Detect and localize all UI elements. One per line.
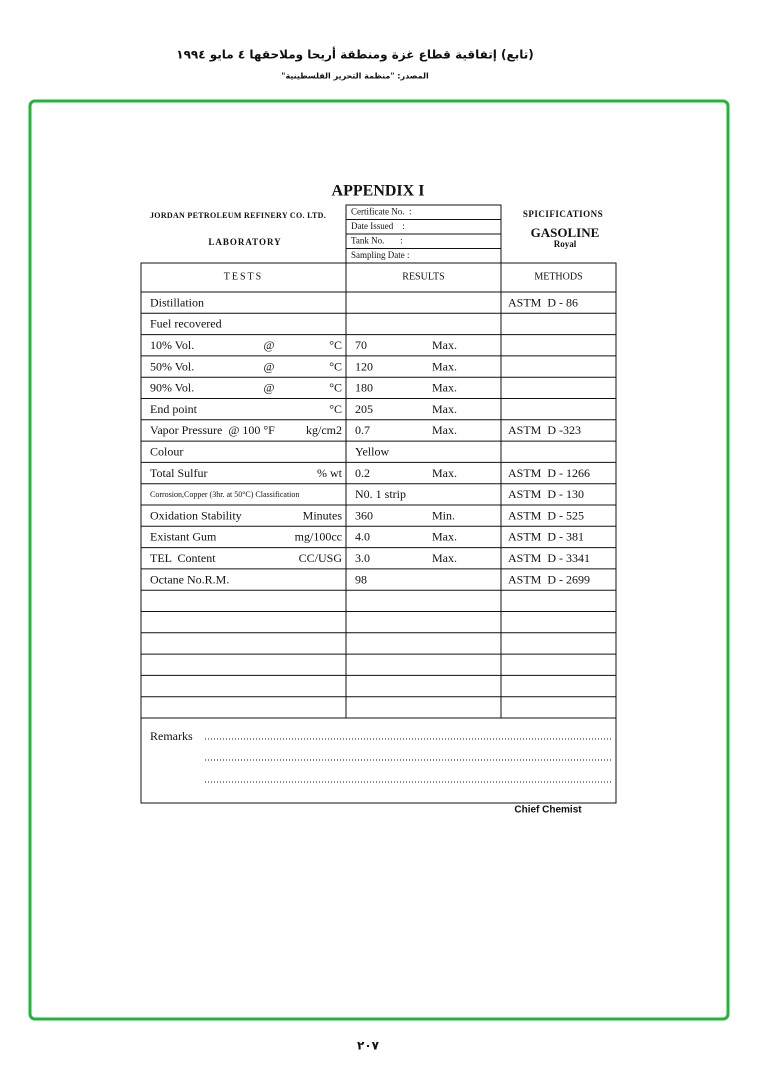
- test-unit: Minutes: [303, 508, 343, 522]
- result-limit: Max.: [432, 402, 457, 416]
- cert-field: Tank No. :: [351, 236, 403, 246]
- header-source: المصدر: "منظمة التحرير الفلسطينية": [281, 72, 429, 81]
- method: ASTM D - 3341: [508, 551, 590, 565]
- method: ASTM D - 1266: [508, 466, 590, 480]
- result-value: 98: [355, 572, 367, 586]
- result-limit: Max.: [432, 359, 457, 373]
- test-name: End point: [150, 402, 198, 416]
- result-limit: Max.: [432, 530, 457, 544]
- cert-field: Sampling Date :: [351, 250, 410, 260]
- cert-field: Certificate No. :: [351, 207, 411, 217]
- test-unit: kg/cm2: [306, 423, 342, 437]
- test-unit: mg/100cc: [295, 530, 342, 544]
- method: ASTM D - 381: [508, 530, 584, 544]
- test-name: TEL Content: [150, 551, 216, 565]
- result-value: 0.7: [355, 423, 370, 437]
- result-value: 0.2: [355, 466, 370, 480]
- method: ASTM D - 130: [508, 487, 584, 501]
- test-name: Total Sulfur: [150, 466, 208, 480]
- test-condition: @: [263, 338, 274, 352]
- result-limit: Max.: [432, 551, 457, 565]
- test-name: Distillation: [150, 295, 204, 309]
- result-value: 180: [355, 381, 373, 395]
- result-value: 360: [355, 508, 373, 522]
- test-condition: @: [263, 359, 274, 373]
- page-number: ٢٠٧: [357, 1039, 380, 1053]
- test-unit: °C: [329, 338, 342, 352]
- department: LABORATORY: [208, 237, 281, 247]
- test-name: 90% Vol.: [150, 381, 194, 395]
- test-name: Colour: [150, 445, 183, 459]
- method: ASTM D - 86: [508, 295, 578, 309]
- test-unit: °C: [329, 359, 342, 373]
- test-name: Existant Gum: [150, 530, 217, 544]
- company: JORDAN PETROLEUM REFINERY CO. LTD.: [150, 211, 326, 220]
- result-value: 70: [355, 338, 367, 352]
- grade: Royal: [554, 239, 577, 249]
- result-limit: Max.: [432, 466, 457, 480]
- test-unit: % wt: [317, 466, 343, 480]
- result-limit: Max.: [432, 338, 457, 352]
- method: ASTM D -323: [508, 423, 581, 437]
- method: ASTM D - 2699: [508, 572, 590, 586]
- border: [28, 99, 730, 1021]
- test-name: Oxidation Stability: [150, 508, 242, 522]
- test-name: 50% Vol.: [150, 359, 194, 373]
- column-header: TESTS: [224, 271, 263, 282]
- test-unit: °C: [329, 402, 342, 416]
- test-unit: °C: [329, 381, 342, 395]
- column-header: METHODS: [534, 271, 582, 282]
- test-name: Fuel recovered: [150, 317, 222, 331]
- result-limit: Max.: [432, 381, 457, 395]
- test-condition: @: [263, 381, 274, 395]
- result-value: 205: [355, 402, 373, 416]
- product: GASOLINE: [531, 225, 600, 240]
- test-unit: CC/USG: [299, 551, 343, 565]
- result-limit: Min.: [432, 508, 455, 522]
- result-value: Yellow: [355, 445, 389, 459]
- test-name: 10% Vol.: [150, 338, 194, 352]
- test-name: Corrosion,Copper (3hr. at 50°C) Classifi…: [150, 490, 299, 499]
- signature: Chief Chemist: [514, 805, 582, 816]
- result-limit: Max.: [432, 423, 457, 437]
- header-title: (تابع) إتفاقية قطاع غزة ومنطقة أريحا ومل…: [176, 47, 533, 63]
- result-value: 4.0: [355, 530, 370, 544]
- result-value: 3.0: [355, 551, 370, 565]
- result-value: N0. 1 strip: [355, 487, 406, 501]
- spec-label: SPICIFICATIONS: [523, 209, 603, 219]
- table-frame: [140, 262, 617, 804]
- form-title: APPENDIX I: [332, 183, 425, 200]
- cert-field: Date Issued :: [351, 221, 405, 231]
- column-header: RESULTS: [402, 271, 444, 282]
- test-name: Octane No.R.M.: [150, 572, 229, 586]
- result-value: 120: [355, 359, 373, 373]
- method: ASTM D - 525: [508, 508, 584, 522]
- test-name: Vapor Pressure @ 100 °F: [150, 423, 275, 437]
- remarks-label: Remarks: [150, 729, 193, 743]
